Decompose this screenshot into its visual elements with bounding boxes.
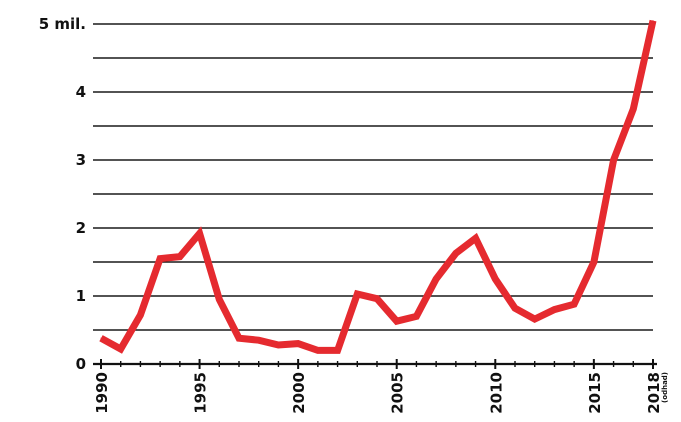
y-tick-label: 3 — [76, 151, 86, 169]
data-point — [652, 20, 654, 22]
data-point — [258, 339, 260, 341]
data-point — [337, 349, 339, 351]
data-point — [376, 298, 378, 300]
data-point — [415, 315, 417, 317]
data-point — [475, 237, 477, 239]
data-point — [396, 320, 398, 322]
y-tick-labels: 0 1 2 3 4 5 mil. — [39, 15, 86, 373]
data-point — [218, 298, 220, 300]
x-tick-labels: 1990 1995 2000 2005 2010 2015 2018(odhad) — [93, 372, 669, 414]
data-point — [593, 261, 595, 263]
series-line — [99, 19, 657, 354]
y-tick-label: 1 — [76, 287, 86, 305]
data-point — [179, 256, 181, 258]
data-point — [238, 337, 240, 339]
x-tick-label: 2010 — [487, 372, 505, 414]
data-point — [356, 293, 358, 295]
x-tick-note: (odhad) — [661, 372, 669, 403]
data-point — [100, 337, 102, 339]
x-tick-label: 2000 — [290, 372, 308, 414]
x-tick-label: 1995 — [192, 372, 210, 414]
data-point — [277, 344, 279, 346]
y-tick-label: 5 mil. — [39, 15, 86, 33]
y-tick-label: 0 — [76, 355, 86, 373]
data-point — [553, 309, 555, 311]
data-point — [120, 348, 122, 350]
data-point — [297, 343, 299, 345]
data-point — [494, 278, 496, 280]
series-layer — [99, 19, 657, 354]
data-point — [534, 318, 536, 320]
data-point — [199, 232, 201, 234]
data-point — [317, 349, 319, 351]
x-tick-label: 2018 — [645, 372, 663, 414]
x-tick-label: 2005 — [389, 372, 407, 414]
y-tick-label: 2 — [76, 219, 86, 237]
x-tick-label: 1990 — [93, 372, 111, 414]
data-point — [573, 303, 575, 305]
x-tick-label: 2015 — [586, 372, 604, 414]
data-point — [159, 258, 161, 260]
data-point — [613, 159, 615, 161]
grid-lines — [93, 23, 653, 331]
data-point — [632, 108, 634, 110]
data-point — [514, 307, 516, 309]
y-tick-label: 4 — [76, 83, 86, 101]
data-point — [435, 278, 437, 280]
x-axis — [93, 359, 657, 369]
data-point — [139, 314, 141, 316]
data-point — [455, 252, 457, 254]
